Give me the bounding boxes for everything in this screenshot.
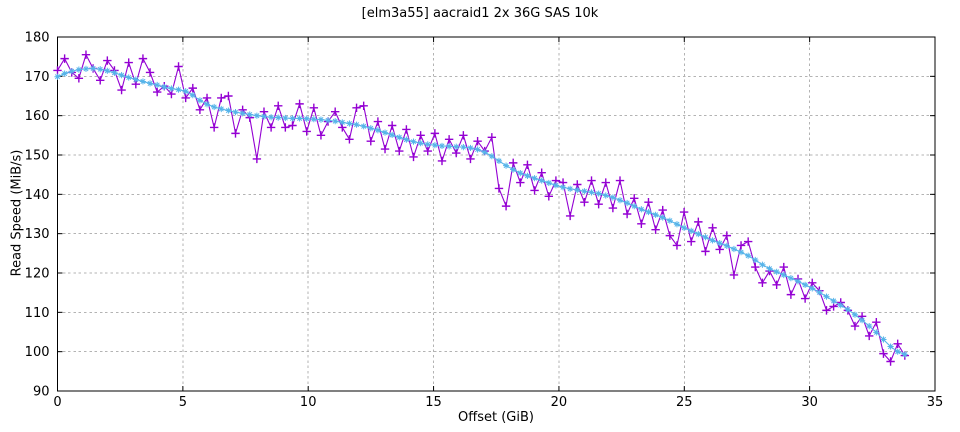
x-tick-label: 0: [53, 395, 61, 410]
read-speed-smoothed-line: [57, 67, 906, 355]
x-tick-label: 20: [551, 395, 568, 410]
read-speed-raw-line: [57, 53, 906, 363]
x-axis-label: Offset (GiB): [458, 410, 534, 425]
y-tick-label: 170: [25, 70, 50, 85]
y-tick-label: 130: [25, 227, 50, 242]
y-tick-label: 100: [25, 345, 50, 360]
x-tick-label: 10: [300, 395, 317, 410]
y-tick-label: 120: [25, 267, 50, 282]
read-speed-raw-markers: [53, 50, 910, 366]
y-tick-label: 140: [25, 188, 50, 203]
chart-title: [elm3a55] aacraid1 2x 36G SAS 10k: [361, 6, 599, 21]
x-tick-label: 15: [425, 395, 442, 410]
y-axis-label: Read Speed (MiB/s): [9, 149, 25, 277]
y-tick-label: 90: [33, 385, 50, 400]
x-tick-label: 30: [801, 395, 818, 410]
y-tick-label: 160: [25, 109, 50, 124]
read-speed-smoothed-markers: [54, 65, 908, 358]
x-tick-label: 35: [927, 395, 944, 410]
y-tick-label: 180: [25, 31, 50, 46]
plot-border: [57, 36, 936, 392]
y-tick-label: 150: [25, 149, 50, 164]
x-tick-label: 25: [676, 395, 693, 410]
x-tick-label: 5: [179, 395, 187, 410]
y-tick-label: 110: [25, 306, 50, 321]
